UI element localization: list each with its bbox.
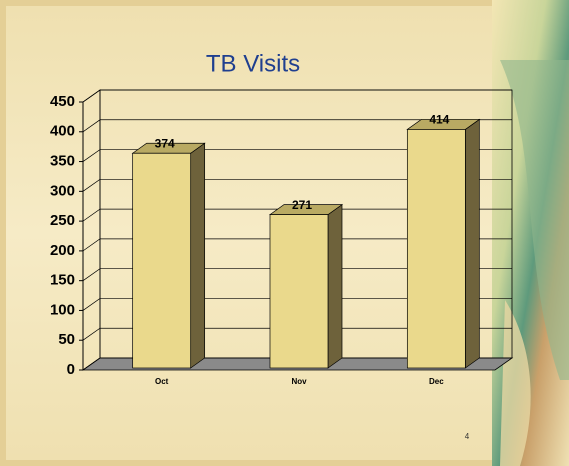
grid-line xyxy=(82,357,512,371)
bar-side xyxy=(190,142,206,369)
bar-side xyxy=(327,203,343,369)
y-tick-label: 300 xyxy=(50,182,75,199)
grid-line xyxy=(82,268,512,281)
y-tick-label: 200 xyxy=(50,242,75,259)
value-label: 414 xyxy=(429,113,449,127)
grid-line xyxy=(82,149,512,162)
bar xyxy=(132,152,192,369)
grid-line xyxy=(82,178,512,192)
chart-title: TB Visits xyxy=(206,50,300,77)
x-tick-label: Dec xyxy=(429,377,444,386)
slide-number: 4 xyxy=(465,432,470,441)
grid-line xyxy=(82,238,512,252)
grid-line xyxy=(82,327,512,341)
y-tick-label: 100 xyxy=(50,301,75,318)
grid-line xyxy=(82,298,512,311)
y-tick-label: 400 xyxy=(50,123,75,140)
decorative-leaf xyxy=(500,60,569,380)
y-tick-label: 50 xyxy=(58,331,75,348)
value-label: 271 xyxy=(292,198,312,212)
y-tick-label: 150 xyxy=(50,272,75,289)
bar xyxy=(269,214,329,369)
x-tick-label: Nov xyxy=(291,377,307,386)
y-tick-label: 250 xyxy=(50,212,75,229)
plot: 0 50 100 150 200 250 300 350 400 450 Oct 374 Nov 271 D… xyxy=(50,89,514,386)
grid-line xyxy=(82,208,512,222)
bar-side xyxy=(464,118,480,369)
y-tick-label: 0 xyxy=(67,361,75,378)
y-tick-label: 450 xyxy=(50,93,75,110)
grid-line xyxy=(82,119,512,133)
x-tick-label: Oct xyxy=(155,377,169,386)
bar xyxy=(406,129,466,369)
y-tick-label: 350 xyxy=(50,153,75,170)
decorative-leaf xyxy=(500,300,531,466)
grid-line xyxy=(82,89,512,103)
value-label: 374 xyxy=(155,136,175,150)
